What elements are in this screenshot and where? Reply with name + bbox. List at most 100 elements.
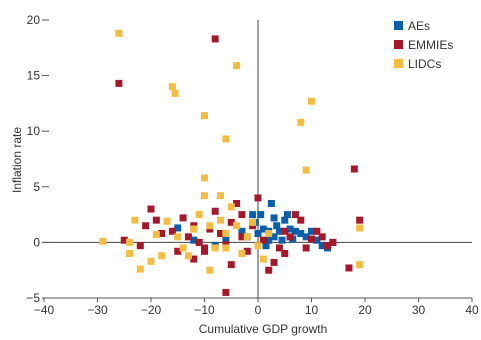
data-point [222,230,230,238]
x-axis-ticks: −40 −30 −20 −10 0 10 20 30 40 [34,298,479,317]
data-point [257,211,265,219]
data-point [179,214,187,222]
y-tick-label: 0 [33,235,40,249]
data-point [259,255,267,263]
data-point [350,165,358,173]
data-point [201,247,208,255]
y-tick-label: −5 [26,291,40,305]
data-point [254,194,262,202]
plot-area: −40 −30 −20 −10 0 10 20 30 40 −5 0 5 10 15 20 [26,13,479,317]
x-tick-label: −30 [87,303,108,317]
data-point [174,233,182,241]
x-tick-label: −40 [34,303,55,317]
data-point [313,227,321,235]
data-point [217,230,225,238]
data-point [324,242,332,250]
data-point [286,225,294,233]
data-point [302,166,310,174]
data-point [217,216,225,224]
data-point [278,236,286,244]
data-point [265,236,273,244]
data-point [308,235,315,243]
data-point [238,233,246,241]
data-point [243,233,251,241]
data-point [184,233,192,241]
data-point [115,79,123,87]
data-point [115,29,123,37]
data-point [227,218,235,226]
data-point [168,83,176,91]
data-point [201,112,208,120]
data-point [297,118,305,126]
data-point [222,135,230,143]
data-point [190,236,198,244]
data-point [308,227,315,235]
data-point [222,244,230,252]
data-point [158,230,166,238]
data-point [259,225,267,233]
data-point [158,252,166,260]
legend-swatch [394,40,403,49]
data-point [227,203,235,211]
data-point [356,216,364,224]
x-tick-label: 10 [305,303,319,317]
data-point [270,214,278,222]
data-point [136,242,144,250]
x-tick-label: 30 [412,303,426,317]
data-point [265,266,273,274]
x-tick-label: 0 [255,303,262,317]
data-point [318,242,326,250]
data-point [243,247,251,255]
data-point [168,227,176,235]
data-point [147,205,155,213]
data-point [254,242,262,250]
data-point [297,216,305,224]
data-point [270,258,278,266]
data-point [302,233,310,241]
data-point [152,216,160,224]
data-point [275,244,283,252]
data-point [286,233,294,241]
data-point [273,222,281,230]
data-point [206,222,214,230]
x-tick-label: 40 [465,303,479,317]
data-point [195,211,203,219]
data-point [281,227,289,235]
data-point [179,244,187,252]
data-point [262,242,270,250]
y-tick-label: 5 [33,180,40,194]
legend-label: EMMIEs [408,38,453,52]
data-point [147,257,155,265]
data-point [281,216,289,224]
data-point [249,211,257,219]
data-point [291,227,299,235]
data-point [227,261,235,269]
x-axis-label: Cumulative GDP growth [199,322,328,336]
data-point [356,224,364,232]
legend-label: AEs [408,19,430,33]
data-point [142,222,150,230]
data-point [265,230,273,238]
data-point [308,97,315,105]
data-point [152,231,160,239]
data-point [190,225,198,233]
x-tick-label: −20 [141,303,162,317]
legend-label: LIDCs [408,57,441,71]
data-point [345,264,353,272]
data-point [211,244,219,252]
data-point [222,235,230,243]
data-point [259,236,267,244]
y-tick-label: 15 [27,69,41,83]
data-point [249,218,257,226]
data-point [120,236,128,244]
data-point [126,250,134,258]
data-point [206,266,214,274]
data-point [329,238,337,246]
data-point [270,233,278,241]
data-point [291,211,299,219]
data-point [190,255,198,263]
data-point [313,236,321,244]
data-point [233,62,241,70]
